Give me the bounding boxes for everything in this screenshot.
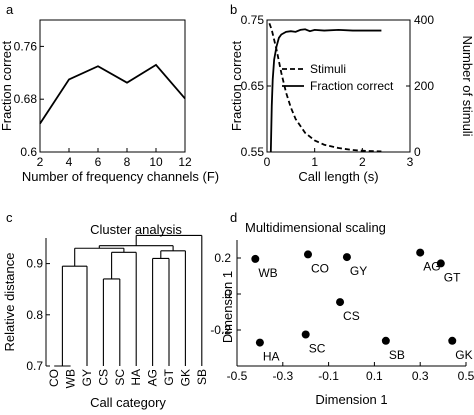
x-tick-label: -0.5 bbox=[227, 369, 248, 383]
x-tick-label: 8 bbox=[124, 155, 131, 169]
x-axis-label: Dimension 1 bbox=[315, 392, 387, 407]
stimuli-line bbox=[268, 22, 382, 153]
leaf-label: CO bbox=[47, 369, 61, 387]
panel-b: b 0 1 2 3 0.55 0.65 0.75 0 200 400 Stimuli Fraction … bbox=[229, 2, 474, 184]
x-tick-label: 6 bbox=[95, 155, 102, 169]
fraction-correct-line bbox=[269, 28, 382, 153]
leaf-label: AG bbox=[146, 369, 160, 386]
point-sb bbox=[381, 336, 390, 345]
x-tick-label: 2 bbox=[37, 155, 44, 169]
y-axis-label: Fraction correct bbox=[0, 40, 14, 131]
panel-c: c Cluster analysis 0.7 0.8 0.9 CO WB GY CS SC HA AG… bbox=[2, 210, 209, 410]
leaf-label: GT bbox=[162, 368, 176, 385]
y-right-tick-label: 400 bbox=[414, 13, 434, 27]
point-cs bbox=[336, 298, 345, 307]
point-sc bbox=[301, 330, 310, 339]
x-axis-label: Number of frequency channels (F) bbox=[22, 169, 219, 184]
x-tick-label: 10 bbox=[149, 155, 163, 169]
point-label: AG bbox=[423, 260, 440, 274]
y-tick-label: 0.76 bbox=[14, 39, 38, 53]
x-tick-label: 0.3 bbox=[412, 369, 429, 383]
x-tick-label: 4 bbox=[66, 155, 73, 169]
point-label: CS bbox=[343, 309, 360, 323]
leaf-label: SC bbox=[113, 369, 127, 386]
legend-label: Fraction correct bbox=[310, 79, 394, 93]
point-gt bbox=[436, 259, 445, 268]
leaf-label: GY bbox=[80, 369, 94, 386]
point-label: SB bbox=[389, 348, 405, 362]
x-axis-label: Call category bbox=[90, 395, 166, 410]
y-axis-label: Relative distance bbox=[2, 253, 17, 352]
x-axis-label: Call length (s) bbox=[298, 169, 378, 184]
leaf-label: GK bbox=[178, 369, 192, 386]
y-tick-label: 0.8 bbox=[26, 308, 43, 322]
y-tick-label: 0.65 bbox=[241, 79, 265, 93]
x-tick-label: 0.5 bbox=[458, 369, 474, 383]
leaf-label: HA bbox=[129, 369, 143, 386]
plot-frame bbox=[39, 19, 186, 153]
point-gk bbox=[448, 336, 457, 345]
y-right-tick-label: 200 bbox=[414, 79, 434, 93]
y-tick-label: 0 bbox=[224, 287, 231, 301]
y-tick-label: -0.2 bbox=[210, 323, 231, 337]
leaf-label: WB bbox=[64, 369, 78, 388]
y-right-tick-label: 0 bbox=[414, 145, 421, 159]
point-label: GY bbox=[350, 264, 367, 278]
panel-label: c bbox=[6, 210, 13, 225]
legend-label: Stimuli bbox=[310, 62, 346, 76]
point-gy bbox=[342, 253, 351, 262]
y-tick-label: 0.7 bbox=[26, 359, 43, 373]
panel-label: a bbox=[6, 2, 14, 17]
x-tick-label: 3 bbox=[407, 155, 414, 169]
x-tick-label: 0 bbox=[264, 155, 271, 169]
point-label: GK bbox=[455, 348, 472, 362]
x-tick-label: 0.1 bbox=[366, 369, 383, 383]
x-tick-label: 1 bbox=[311, 155, 318, 169]
y-tick-label: 0.68 bbox=[14, 92, 38, 106]
y-axis-label: Dimension 1 bbox=[220, 271, 235, 343]
point-label: HA bbox=[263, 350, 280, 364]
point-ha bbox=[255, 338, 264, 347]
y-tick-label: 0.2 bbox=[214, 251, 231, 265]
y-tick-label: 0.9 bbox=[26, 257, 43, 271]
chart-title: Cluster analysis bbox=[90, 222, 182, 237]
point-label: GT bbox=[444, 270, 461, 284]
panel-d: d Multidimensional scaling -0.5 -0.3 -0.1 0.1… bbox=[210, 210, 474, 407]
series-line bbox=[39, 63, 186, 125]
x-tick-label: -0.1 bbox=[318, 369, 339, 383]
leaf-label: SB bbox=[195, 369, 209, 385]
point-wb bbox=[251, 254, 260, 263]
point-label: SC bbox=[309, 342, 326, 356]
y-tick-label: 0.75 bbox=[241, 13, 265, 27]
x-tick-label: 2 bbox=[359, 155, 366, 169]
point-co bbox=[303, 250, 312, 259]
point-ag bbox=[416, 248, 425, 257]
panel-label: b bbox=[230, 2, 237, 17]
y-tick-label: 0.55 bbox=[241, 145, 265, 159]
y-axis-label: Fraction correct bbox=[229, 40, 244, 131]
panel-a: a 2 4 6 8 10 12 0.6 0.68 0.76 Number of frequency … bbox=[0, 2, 219, 184]
y-tick-label: 0.6 bbox=[20, 145, 37, 159]
x-tick-label: 12 bbox=[178, 155, 192, 169]
point-label: WB bbox=[258, 266, 277, 280]
chart-title: Multidimensional scaling bbox=[245, 220, 386, 235]
panel-label: d bbox=[230, 210, 237, 225]
x-tick-label: -0.3 bbox=[272, 369, 293, 383]
y-right-axis-label: Number of stimuli bbox=[460, 35, 474, 136]
point-label: CO bbox=[311, 261, 329, 275]
leaf-label: CS bbox=[96, 369, 110, 386]
